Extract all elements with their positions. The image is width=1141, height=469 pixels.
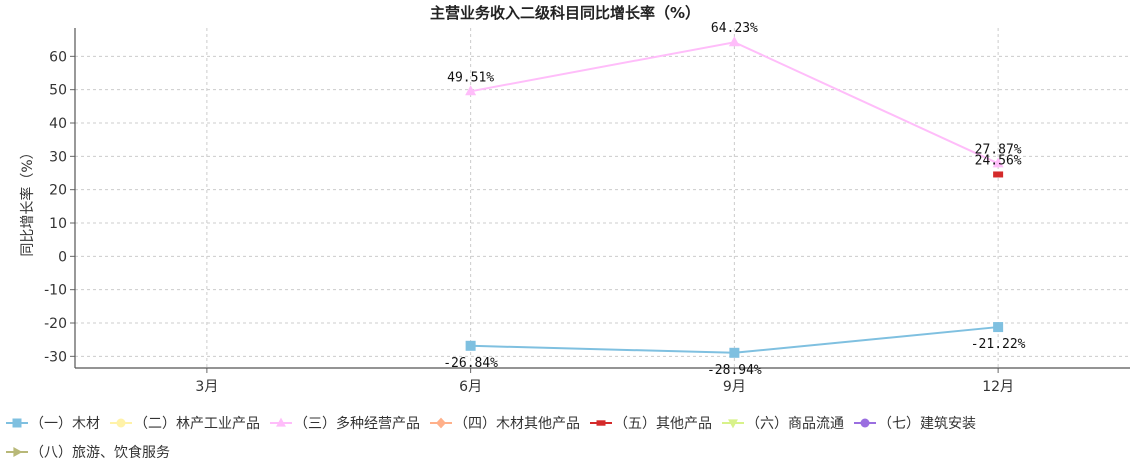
y-tick-label: 20 [49,183,67,199]
data-point [465,85,477,96]
data-point [993,322,1004,333]
x-tick-label: 9月 [723,379,746,395]
legend-marker [728,419,738,429]
data-label: 64.23% [711,21,758,36]
axes: -30 -20 -10 0 10 20 30 40 50 60 3月 6月 9月 12月 [44,28,1130,395]
legend-item-4[interactable]: （四）木材其他产品 [430,416,580,432]
legend-item-5[interactable]: （五）其他产品 [590,416,712,432]
legend-label: （七）建筑安装 [878,416,976,432]
series-3 [465,36,1004,168]
y-tick-label: -30 [44,349,67,365]
data-label: 27.87% [975,142,1022,157]
legend-item-8[interactable]: （八）旅游、饮食服务 [6,444,170,461]
grid [75,28,1130,368]
y-tick-label: 30 [49,149,67,165]
y-tick-label: 0 [58,249,67,265]
y-tick-label: 50 [49,83,67,99]
data-point [992,157,1004,168]
data-point [993,171,1004,178]
series-layer [465,36,1004,358]
legend-marker [436,417,446,429]
legend-label: （四）木材其他产品 [454,416,580,432]
series-5 [993,171,1004,178]
x-tick-label: 6月 [459,379,482,395]
legend[interactable]: （一）木材 （二）林产工业产品 （三）多种经营产品 （四）木材其他产品 （五）其他产品 （… [6,415,976,461]
y-tick-label: 10 [49,216,67,232]
legend-label: （六）商品流通 [746,416,844,432]
legend-item-3[interactable]: （三）多种经营产品 [270,415,420,432]
chart-title: 主营业务收入二级科目同比增长率（%） [430,4,700,22]
legend-label: （二）林产工业产品 [134,416,260,432]
legend-label: （五）其他产品 [614,416,712,432]
legend-label: （八）旅游、饮食服务 [30,444,170,461]
y-tick-label: -10 [44,283,67,299]
y-tick-label: 60 [49,49,67,65]
x-tick-label: 3月 [195,379,218,395]
legend-marker [860,418,870,428]
legend-item-6[interactable]: （六）商品流通 [722,416,844,432]
x-tick-label: 12月 [982,379,1014,395]
y-tick-label: 40 [49,116,67,132]
data-label: -21.22% [971,337,1026,352]
legend-marker [596,420,606,426]
data-label: -28.94% [707,363,762,378]
legend-item-1[interactable]: （一）木材 [6,416,100,432]
data-label: 24.56% [975,153,1022,168]
legend-marker [13,447,23,457]
legend-label: （三）多种经营产品 [294,415,420,432]
legend-item-2[interactable]: （二）林产工业产品 [110,416,260,432]
data-label: -26.84% [443,356,498,371]
legend-label: （一）木材 [30,416,100,432]
series-1 [465,322,1004,358]
legend-marker [12,418,22,428]
data-point [729,347,740,358]
legend-item-7[interactable]: （七）建筑安装 [854,416,976,432]
legend-marker [276,417,286,427]
y-axis-label: 同比增长率（%） [19,145,36,256]
data-point [465,340,476,351]
legend-marker [116,418,126,428]
y-tick-label: -20 [44,316,67,332]
data-point [728,36,740,47]
data-label: 49.51% [447,70,494,85]
data-labels: -26.84% -28.94% -21.22% 49.51% 64.23% 27.87%2… [443,21,1025,378]
